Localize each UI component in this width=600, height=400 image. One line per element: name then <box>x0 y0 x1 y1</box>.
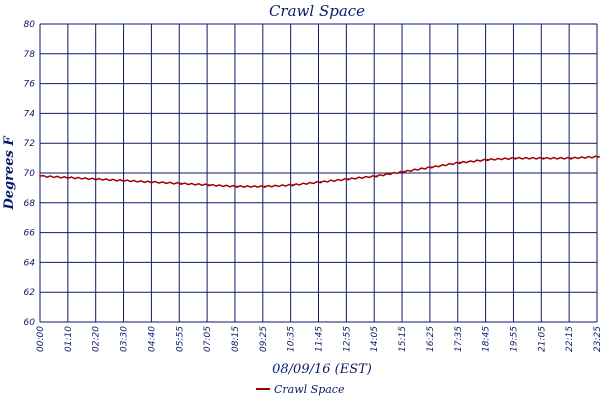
x-tick-label: 03:30 <box>120 326 130 352</box>
x-tick-label: 11:45 <box>315 326 325 352</box>
data-point <box>208 184 210 186</box>
data-point <box>598 155 600 158</box>
data-point <box>458 161 461 164</box>
x-tick-label: 09:25 <box>259 326 269 352</box>
data-point <box>319 181 322 183</box>
y-axis-ticks: 60 62 64 66 68 70 72 74 76 78 80 <box>24 20 36 328</box>
y-axis-title: Degrees F <box>2 136 17 211</box>
x-tick-label: 08:15 <box>231 326 241 352</box>
x-tick-label: 14:05 <box>370 326 380 352</box>
y-tick-label: 62 <box>24 288 36 298</box>
chart-grid <box>39 23 598 323</box>
x-tick-label: 23:25 <box>593 326 600 352</box>
x-tick-label: 22:15 <box>565 326 575 352</box>
data-point <box>375 175 378 177</box>
y-tick-label: 80 <box>24 20 36 30</box>
x-axis-ticks: 00:00 01:10 02:20 03:30 04:40 05:55 07:05 08:15… <box>36 326 600 352</box>
y-tick-label: 60 <box>24 318 36 328</box>
data-point <box>542 157 545 160</box>
data-point <box>514 157 517 160</box>
x-tick-label: 19:55 <box>509 326 519 352</box>
data-point <box>66 176 69 179</box>
x-tick-label: 07:05 <box>203 326 213 352</box>
legend: Crawl Space <box>256 383 345 396</box>
data-point <box>150 181 153 183</box>
chart-title: Crawl Space <box>269 2 365 20</box>
x-tick-label: 21:05 <box>537 326 547 352</box>
data-point <box>236 185 238 188</box>
x-tick-label: 10:35 <box>287 326 297 352</box>
data-point <box>347 178 350 180</box>
data-point <box>486 158 489 161</box>
data-point <box>570 157 573 160</box>
y-tick-label: 78 <box>24 50 36 60</box>
x-axis-title: 08/09/16 (EST) <box>272 362 372 377</box>
y-tick-label: 72 <box>24 139 36 149</box>
data-point <box>403 170 405 173</box>
y-tick-label: 64 <box>24 258 36 268</box>
data-point <box>94 178 97 180</box>
data-point <box>263 185 266 188</box>
x-tick-label: 17:35 <box>454 326 464 352</box>
legend-label: Crawl Space <box>274 383 345 396</box>
data-point <box>180 182 183 185</box>
y-tick-label: 68 <box>24 199 36 209</box>
y-tick-label: 70 <box>24 169 36 179</box>
y-tick-label: 76 <box>24 80 36 90</box>
x-tick-label: 00:00 <box>36 326 46 352</box>
data-point <box>430 166 433 168</box>
x-tick-label: 05:55 <box>175 326 185 352</box>
x-tick-label: 04:40 <box>147 326 157 352</box>
x-tick-label: 16:25 <box>426 326 436 352</box>
x-tick-label: 15:15 <box>398 326 408 352</box>
data-point <box>122 179 125 182</box>
data-point <box>291 184 294 186</box>
y-tick-label: 66 <box>24 229 36 239</box>
x-tick-label: 01:10 <box>64 326 74 352</box>
x-tick-label: 12:55 <box>342 326 352 352</box>
x-tick-label: 02:20 <box>92 326 102 352</box>
series-group <box>39 155 600 189</box>
x-tick-label: 18:45 <box>482 326 492 352</box>
y-tick-label: 74 <box>24 109 36 119</box>
data-point <box>39 175 41 177</box>
